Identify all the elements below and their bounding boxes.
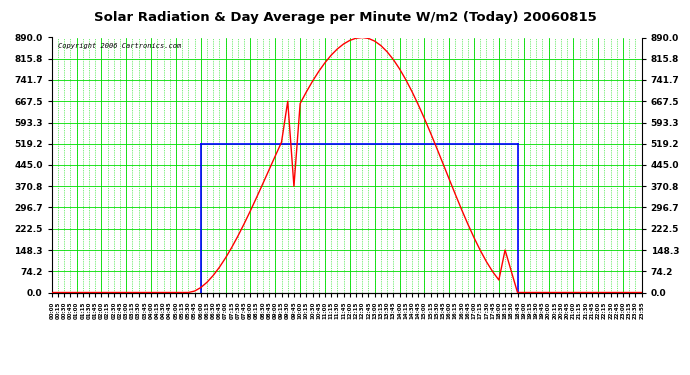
Text: Copyright 2006 Cartronics.com: Copyright 2006 Cartronics.com	[58, 43, 181, 49]
Text: Solar Radiation & Day Average per Minute W/m2 (Today) 20060815: Solar Radiation & Day Average per Minute…	[94, 11, 596, 24]
